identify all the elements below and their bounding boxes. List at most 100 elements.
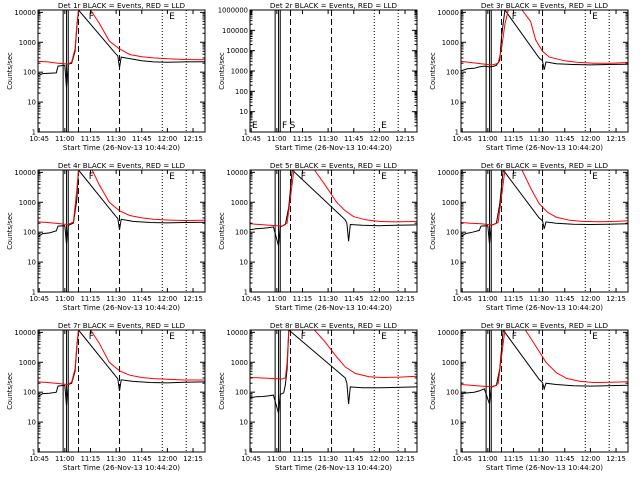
x-tick-label: 12:00: [158, 135, 178, 143]
x-tick-label: 11:30: [529, 455, 549, 463]
x-axis-title: Start Time (26-Nov-13 10:44:20): [275, 463, 392, 472]
x-tick-label: 12:00: [370, 295, 390, 303]
x-tick-label: 11:15: [293, 455, 313, 463]
x-tick-label: 12:15: [395, 455, 415, 463]
panel-title: Det 6r BLACK = Events, RED = LLD: [481, 161, 609, 170]
flag-label: F: [301, 332, 306, 342]
x-tick-label: 11:00: [267, 295, 287, 303]
flag-label: F: [512, 172, 517, 182]
x-tick-label: 11:15: [81, 295, 101, 303]
y-tick-label: 10: [239, 259, 248, 267]
x-tick-label: 11:15: [504, 135, 524, 143]
y-tick-label: 10000: [437, 169, 459, 177]
series-lld: [38, 170, 205, 226]
x-tick-label: 11:30: [318, 135, 338, 143]
y-tick-label: 10000: [437, 9, 459, 17]
x-tick-label: 12:15: [183, 455, 203, 463]
x-tick-label: 11:45: [344, 455, 364, 463]
y-tick-label: 10000: [14, 9, 36, 17]
y-tick-label: 1: [32, 129, 36, 137]
y-tick-label: 10000: [14, 329, 36, 337]
series-events: [461, 170, 628, 245]
flag-label: E: [169, 332, 175, 342]
x-tick-label: 11:30: [106, 295, 126, 303]
x-tick-label: 12:00: [581, 295, 601, 303]
flag-label: E: [381, 332, 387, 342]
y-tick-label: 100: [23, 69, 36, 77]
x-axis-title: Start Time (26-Nov-13 10:44:20): [63, 463, 180, 472]
y-tick-label: 1: [244, 289, 248, 297]
series-lld: [250, 330, 417, 380]
y-axis-title: Counts/sec: [429, 52, 437, 90]
x-tick-label: 11:45: [555, 295, 575, 303]
time-markers: [62, 10, 187, 132]
y-tick-label: 10: [27, 99, 36, 107]
y-tick-label: 10000: [437, 329, 459, 337]
x-axis-title: Start Time (26-Nov-13 10:44:20): [486, 463, 603, 472]
x-tick-label: 11:30: [106, 455, 126, 463]
y-tick-label: 1: [32, 289, 36, 297]
x-tick-label: 12:00: [581, 455, 601, 463]
series-events: [250, 170, 417, 246]
flag-label: E: [252, 121, 258, 131]
y-axis-title: Counts/sec: [218, 212, 226, 250]
x-tick-label: 12:00: [158, 295, 178, 303]
y-tick-label: 100: [446, 69, 459, 77]
panel-title: Det 7r BLACK = Events, RED = LLD: [58, 321, 186, 330]
x-tick-label: 12:15: [606, 455, 626, 463]
plot-frame: [249, 329, 418, 453]
time-markers: [485, 330, 610, 452]
flag-label: F: [89, 12, 94, 22]
x-tick-label: 11:45: [132, 135, 152, 143]
x-tick-label: 12:15: [395, 135, 415, 143]
x-tick-label: 10:45: [29, 295, 49, 303]
x-tick-label: 11:00: [55, 135, 75, 143]
series-lld: [461, 330, 628, 388]
y-tick-label: 1: [455, 289, 459, 297]
time-markers: [485, 10, 610, 132]
x-tick-label: 11:45: [555, 455, 575, 463]
x-axis-title: Start Time (26-Nov-13 10:44:20): [63, 303, 180, 312]
y-tick-label: 100000: [222, 27, 248, 35]
x-tick-label: 12:00: [158, 455, 178, 463]
time-markers: [62, 170, 187, 292]
plot-frame: [460, 169, 629, 293]
x-tick-label: 10:45: [241, 295, 261, 303]
x-tick-label: 11:00: [55, 295, 75, 303]
x-tick-label: 11:45: [132, 295, 152, 303]
y-axis-title: Counts/sec: [429, 372, 437, 410]
panel-title: Det 9r BLACK = Events, RED = LLD: [481, 321, 609, 330]
x-tick-label: 11:15: [504, 455, 524, 463]
y-tick-label: 10: [27, 419, 36, 427]
x-tick-label: 11:00: [478, 295, 498, 303]
plot-frame: [249, 169, 418, 293]
panel-title: Det 2r BLACK = Events, RED = LLD: [270, 1, 398, 10]
x-tick-label: 11:00: [267, 455, 287, 463]
x-tick-label: 11:15: [293, 135, 313, 143]
series-lld: [38, 10, 205, 65]
y-tick-label: 100: [446, 229, 459, 237]
flag-label: F: [89, 172, 94, 182]
x-tick-label: 11:30: [318, 295, 338, 303]
flag-label: F: [282, 121, 287, 131]
x-tick-label: 11:30: [529, 135, 549, 143]
flag-label: F: [512, 12, 517, 22]
series-lld: [461, 170, 628, 226]
y-tick-label: 1000: [231, 199, 248, 207]
x-tick-label: 11:45: [344, 135, 364, 143]
x-tick-label: 11:15: [504, 295, 524, 303]
x-tick-label: 11:30: [318, 455, 338, 463]
y-tick-label: 1: [244, 129, 248, 137]
x-tick-label: 11:00: [478, 455, 498, 463]
y-tick-label: 1000: [19, 359, 36, 367]
series-events: [250, 330, 417, 414]
flag-label: E: [169, 12, 175, 22]
time-markers: [274, 10, 399, 132]
x-tick-label: 11:45: [132, 455, 152, 463]
panel-title: Det 3r BLACK = Events, RED = LLD: [481, 1, 609, 10]
x-tick-label: 12:15: [606, 135, 626, 143]
y-tick-label: 1: [244, 449, 248, 457]
